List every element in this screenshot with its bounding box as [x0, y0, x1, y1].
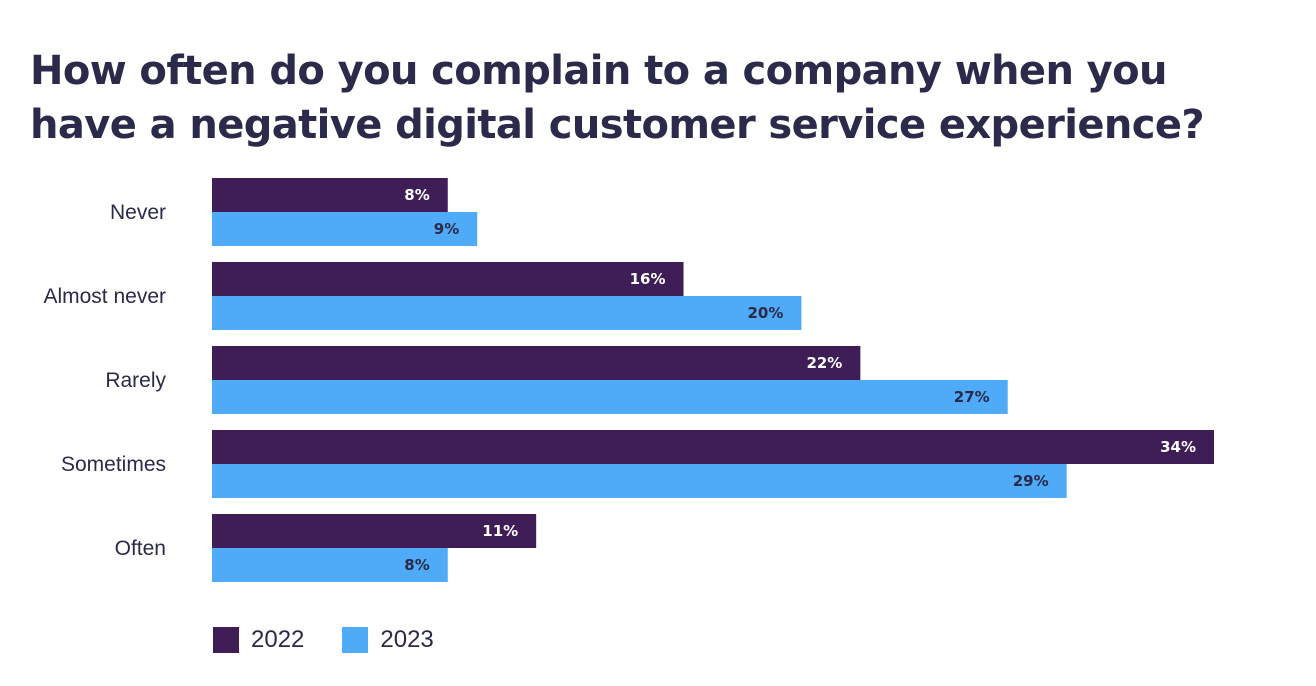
value-label-2023-sometimes: 29% [1013, 472, 1049, 490]
bar-2022-never [212, 178, 448, 212]
chart-title: How often do you complain to a company w… [30, 48, 1205, 148]
value-label-2022-rarely: 22% [806, 354, 842, 372]
value-label-2022-almost-never: 16% [630, 270, 666, 288]
bar-2022-rarely [212, 346, 861, 380]
category-label-sometimes: Sometimes [61, 453, 166, 476]
legend-swatch-2022 [213, 627, 239, 653]
legend-item-2022: 2022 [213, 626, 304, 654]
chart-legend: 2022 2023 [213, 626, 472, 654]
bar-2023-often [212, 548, 448, 582]
bar-2023-never [212, 212, 478, 246]
value-label-2023-rarely: 27% [954, 388, 990, 406]
bar-2023-almost-never [212, 296, 802, 330]
value-label-2023-often: 8% [404, 556, 429, 574]
legend-label-2022: 2022 [251, 626, 305, 653]
bar-chart: Never 8% 9% Almost never 16% 20% Rarely 22% 27% S… [43, 178, 1214, 582]
legend-label-2023: 2023 [380, 626, 434, 653]
value-label-2022-often: 11% [482, 522, 518, 540]
legend-item-2023: 2023 [342, 626, 434, 654]
bar-2022-sometimes [212, 430, 1214, 464]
bar-2023-sometimes [212, 464, 1067, 498]
value-label-2023-almost-never: 20% [748, 304, 784, 322]
category-label-rarely: Rarely [105, 369, 166, 392]
value-label-2023-never: 9% [434, 220, 459, 238]
category-label-often: Often [115, 537, 166, 560]
bar-2023-rarely [212, 380, 1008, 414]
value-label-2022-sometimes: 34% [1160, 438, 1196, 456]
value-label-2022-never: 8% [404, 186, 429, 204]
bar-2022-almost-never [212, 262, 684, 296]
category-label-never: Never [110, 201, 166, 224]
legend-swatch-2023 [342, 627, 369, 653]
category-label-almost-never: Almost never [43, 285, 166, 308]
bar-2022-often [212, 514, 537, 548]
